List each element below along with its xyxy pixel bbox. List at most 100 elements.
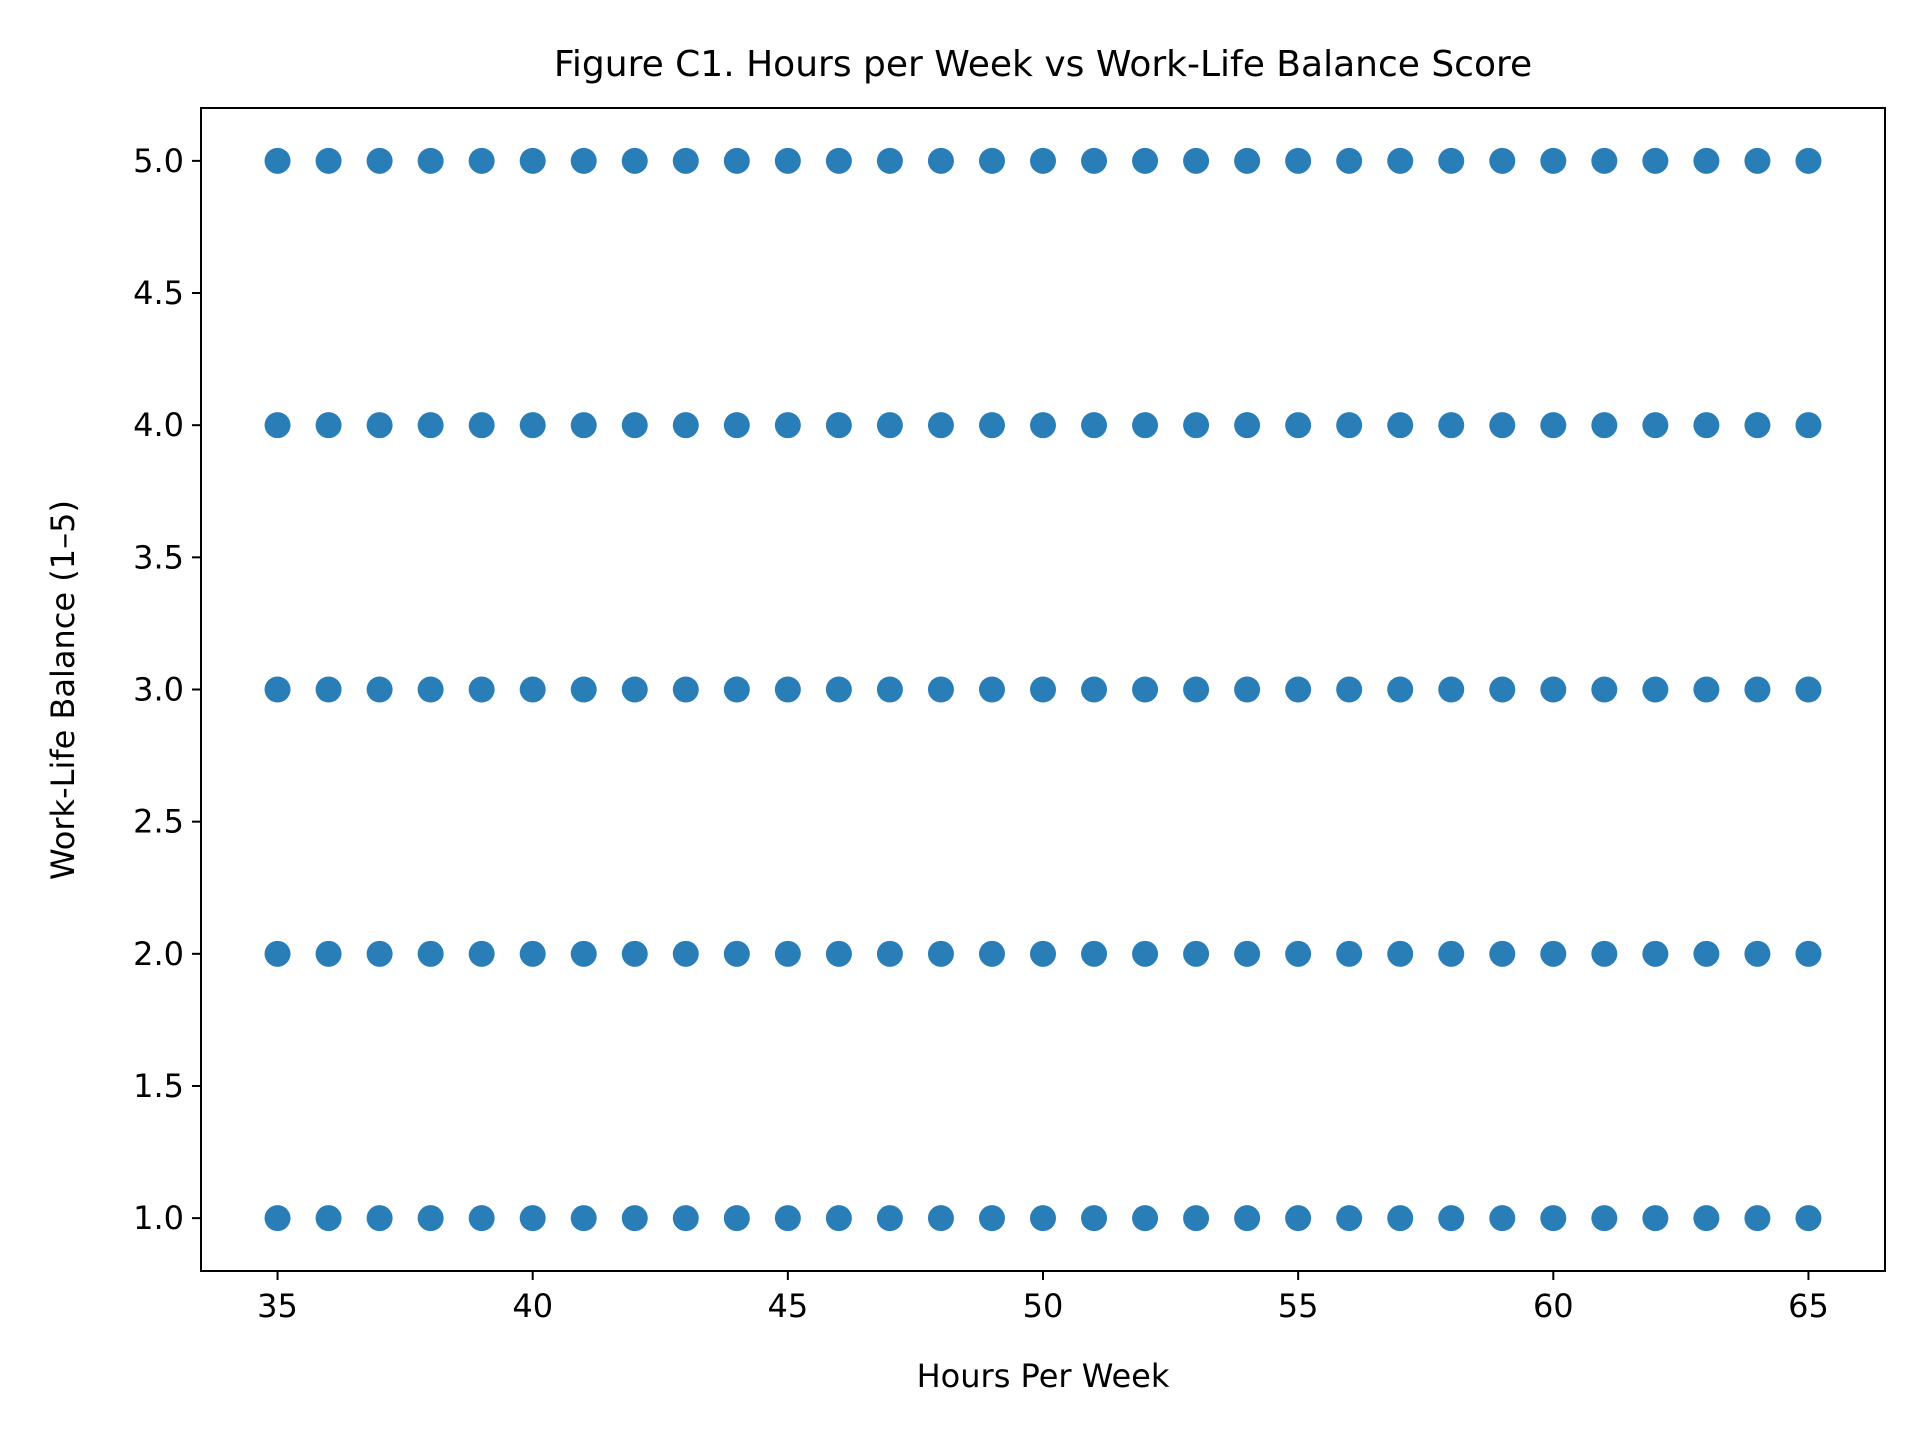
data-point bbox=[1132, 412, 1159, 439]
data-point bbox=[1387, 940, 1414, 967]
data-point bbox=[1438, 940, 1465, 967]
data-point bbox=[1387, 676, 1414, 703]
data-point bbox=[1336, 412, 1363, 439]
data-point bbox=[1030, 412, 1056, 439]
data-point bbox=[264, 940, 291, 967]
data-point bbox=[1336, 1205, 1363, 1232]
data-point bbox=[1183, 676, 1210, 703]
data-point bbox=[1642, 940, 1669, 967]
data-point bbox=[672, 1205, 699, 1232]
y-tick-label: 3.5 bbox=[133, 538, 184, 576]
data-point bbox=[1642, 1205, 1669, 1232]
x-tick-label: 35 bbox=[257, 1287, 298, 1325]
data-point bbox=[468, 412, 495, 439]
data-point bbox=[417, 676, 444, 703]
data-point bbox=[1234, 412, 1261, 439]
data-point bbox=[366, 412, 393, 439]
data-point bbox=[1693, 1205, 1720, 1232]
data-point bbox=[1081, 676, 1108, 703]
data-point bbox=[1183, 147, 1210, 174]
data-point bbox=[1132, 1205, 1159, 1232]
data-point bbox=[315, 1205, 342, 1232]
data-point bbox=[978, 940, 1005, 967]
data-point bbox=[417, 940, 444, 967]
data-point bbox=[774, 1205, 801, 1232]
data-point bbox=[519, 147, 546, 174]
data-point bbox=[1693, 940, 1720, 967]
data-point bbox=[315, 412, 342, 439]
data-point bbox=[1234, 940, 1261, 967]
data-point bbox=[978, 1205, 1005, 1232]
data-point bbox=[1795, 940, 1822, 967]
data-point bbox=[1387, 1205, 1414, 1232]
y-tick-label: 3.0 bbox=[133, 671, 184, 709]
data-point bbox=[1540, 940, 1567, 967]
data-point bbox=[264, 147, 291, 174]
data-point bbox=[978, 147, 1005, 174]
data-point bbox=[315, 147, 342, 174]
data-point bbox=[1030, 940, 1056, 967]
data-point bbox=[417, 1205, 444, 1232]
data-point bbox=[1081, 412, 1108, 439]
x-tick-label: 60 bbox=[1533, 1287, 1574, 1325]
data-point bbox=[519, 1205, 546, 1232]
data-point bbox=[876, 412, 903, 439]
data-point bbox=[876, 147, 903, 174]
data-point bbox=[1795, 147, 1822, 174]
data-point bbox=[1030, 1205, 1056, 1232]
data-point bbox=[1387, 412, 1414, 439]
data-point bbox=[1183, 412, 1210, 439]
data-point bbox=[468, 940, 495, 967]
data-point bbox=[1285, 412, 1312, 439]
data-point bbox=[927, 147, 954, 174]
data-point bbox=[1489, 147, 1516, 174]
data-point bbox=[468, 676, 495, 703]
data-point bbox=[315, 940, 342, 967]
data-point bbox=[1438, 1205, 1465, 1232]
data-point bbox=[1591, 1205, 1618, 1232]
data-point bbox=[621, 940, 648, 967]
y-tick-label: 4.5 bbox=[133, 274, 184, 312]
data-point bbox=[774, 412, 801, 439]
data-point bbox=[417, 147, 444, 174]
data-point bbox=[519, 412, 546, 439]
data-point bbox=[1642, 147, 1669, 174]
data-point bbox=[1081, 1205, 1108, 1232]
x-tick-label: 50 bbox=[1023, 1287, 1064, 1325]
data-point bbox=[315, 676, 342, 703]
data-point bbox=[1234, 676, 1261, 703]
data-point bbox=[723, 676, 750, 703]
data-point bbox=[1795, 676, 1822, 703]
data-point bbox=[1336, 147, 1363, 174]
data-point bbox=[1438, 676, 1465, 703]
data-point bbox=[1336, 940, 1363, 967]
y-tick-label: 1.0 bbox=[133, 1199, 184, 1237]
data-point bbox=[1744, 940, 1771, 967]
data-point bbox=[876, 1205, 903, 1232]
data-point bbox=[672, 676, 699, 703]
data-point bbox=[1591, 676, 1618, 703]
data-point bbox=[1132, 147, 1159, 174]
y-tick-label: 1.5 bbox=[133, 1067, 184, 1105]
data-point bbox=[723, 940, 750, 967]
data-point bbox=[1234, 1205, 1261, 1232]
data-point bbox=[978, 412, 1005, 439]
data-point bbox=[1132, 676, 1159, 703]
data-point bbox=[1336, 676, 1363, 703]
data-point bbox=[1081, 147, 1108, 174]
data-point bbox=[723, 1205, 750, 1232]
y-tick-label: 4.0 bbox=[133, 406, 184, 444]
data-point bbox=[621, 147, 648, 174]
data-point bbox=[1591, 412, 1618, 439]
y-tick-label: 2.0 bbox=[133, 935, 184, 973]
points-layer bbox=[264, 147, 1822, 1232]
data-point bbox=[1693, 676, 1720, 703]
data-point bbox=[1540, 412, 1567, 439]
data-point bbox=[621, 1205, 648, 1232]
data-point bbox=[723, 412, 750, 439]
chart-title: Figure C1. Hours per Week vs Work-Life B… bbox=[554, 44, 1532, 85]
data-point bbox=[468, 1205, 495, 1232]
data-point bbox=[519, 940, 546, 967]
data-point bbox=[1540, 147, 1567, 174]
data-point bbox=[1183, 940, 1210, 967]
